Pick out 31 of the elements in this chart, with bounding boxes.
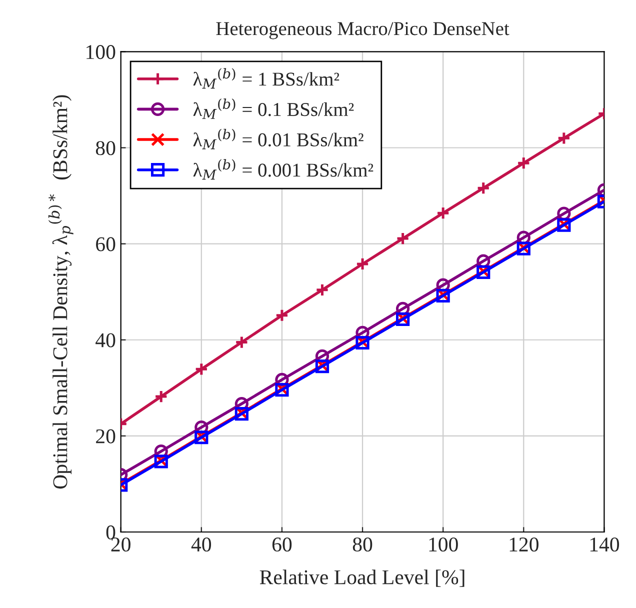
point <box>516 156 530 170</box>
x-tick-label: 40 <box>191 537 212 552</box>
x-tick-label: 140 <box>590 537 620 552</box>
x-tick-label: 60 <box>272 537 292 552</box>
x-tick-label: 80 <box>352 537 372 552</box>
y-tick-label: 20 <box>96 429 116 444</box>
point <box>356 257 370 271</box>
x-tick-label: 20 <box>111 537 130 552</box>
legend-label: λ$_{M}$$^{(b)}$ = 0.01 BSs/km² <box>193 128 364 150</box>
point <box>476 181 490 195</box>
point <box>154 390 168 404</box>
y-tick-label: 60 <box>96 237 116 252</box>
y-axis-title: Optimal Small-Cell Density, λ$_{p}$$^{(b)*}$ (BSs/km²) <box>48 95 74 489</box>
legend-label: λ$_{M}$$^{(b)}$ = 0.1 BSs/km² <box>193 98 354 119</box>
y-tick-label: 100 <box>86 45 116 60</box>
x-axis-title: Relative Load Level [%] <box>260 570 464 587</box>
x-tick-label: 120 <box>510 537 538 552</box>
legend-label: λ$_{M}$$^{(b)}$ = 0.001 BSs/km² <box>193 159 374 180</box>
y-tick-label: 80 <box>96 141 116 156</box>
point <box>315 283 330 297</box>
point <box>275 308 289 322</box>
point <box>194 362 208 376</box>
y-tick-label: 0 <box>106 525 116 540</box>
x-tick-label: 100 <box>429 537 458 552</box>
legend-label: λ$_{M}$$^{(b)}$ = 1 BSs/km² <box>193 68 340 89</box>
point <box>436 206 450 220</box>
point <box>396 232 410 246</box>
point <box>557 131 571 145</box>
point <box>234 335 248 350</box>
chart-title: Heterogeneous Macro/Pico DenseNet <box>216 22 510 40</box>
y-tick-label: 40 <box>96 333 116 348</box>
